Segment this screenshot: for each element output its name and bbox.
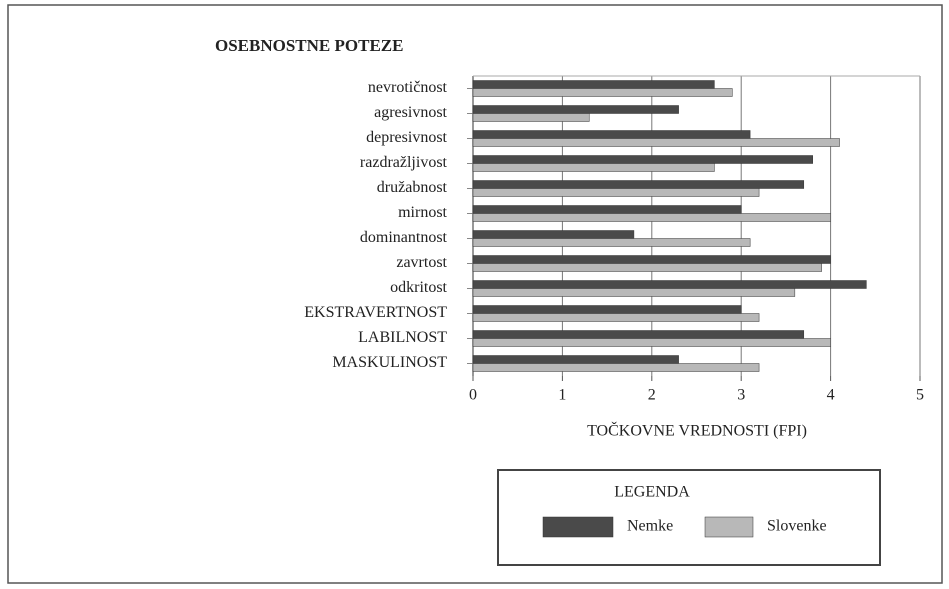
- x-tick-label: 4: [827, 387, 835, 404]
- legend-label: Slovenke: [767, 518, 827, 535]
- legend-box: [497, 469, 881, 566]
- bar: [472, 130, 751, 139]
- bar: [472, 255, 831, 264]
- legend-swatch: [542, 516, 614, 538]
- y-tick-label: MASKULINOST: [332, 354, 447, 371]
- legend-swatch: [704, 516, 754, 538]
- legend-label: Nemke: [627, 518, 673, 535]
- bar: [472, 288, 796, 297]
- y-tick-label: zavrtost: [396, 254, 447, 271]
- x-tick-label: 3: [737, 387, 745, 404]
- y-tick-label: odkritost: [390, 279, 447, 296]
- bar: [472, 163, 715, 172]
- legend-title: LEGENDA: [614, 484, 690, 501]
- y-tick-label: družabnost: [377, 179, 448, 196]
- frame: [7, 4, 943, 584]
- y-tick-label: razdražljivost: [360, 154, 448, 171]
- y-tick-label: nevrotičnost: [368, 79, 448, 96]
- bar: [472, 338, 831, 347]
- bar: [472, 230, 635, 239]
- y-tick-label: depresivnost: [366, 129, 447, 146]
- bar: [472, 105, 679, 114]
- bar: [472, 155, 813, 164]
- x-axis-label: TOČKOVNE VREDNOSTI (FPI): [587, 421, 807, 440]
- bar: [472, 180, 805, 189]
- y-tick-label: EKSTRAVERTNOST: [304, 304, 447, 321]
- bar: [472, 213, 831, 222]
- x-tick-label: 1: [558, 387, 566, 404]
- x-tick-label: 5: [916, 387, 924, 404]
- bar: [472, 263, 822, 272]
- bar: [472, 113, 590, 122]
- x-tick-label: 2: [648, 387, 656, 404]
- bar: [472, 305, 742, 314]
- bar: [472, 330, 805, 339]
- bar: [472, 205, 742, 214]
- y-tick-label: dominantnost: [360, 229, 448, 246]
- bar: [472, 238, 751, 247]
- bar: [472, 363, 760, 372]
- bar: [472, 313, 760, 322]
- chart-title: OSEBNOSTNE POTEZE: [215, 36, 403, 55]
- bar: [472, 138, 840, 147]
- bar: [472, 280, 867, 289]
- bar: [472, 355, 679, 364]
- bar: [472, 188, 760, 197]
- y-tick-label: LABILNOST: [358, 329, 447, 346]
- bar: [472, 80, 715, 89]
- x-tick-label: 0: [469, 387, 477, 404]
- y-tick-label: agresivnost: [374, 104, 447, 121]
- y-tick-label: mirnost: [398, 204, 447, 221]
- bar: [472, 88, 733, 97]
